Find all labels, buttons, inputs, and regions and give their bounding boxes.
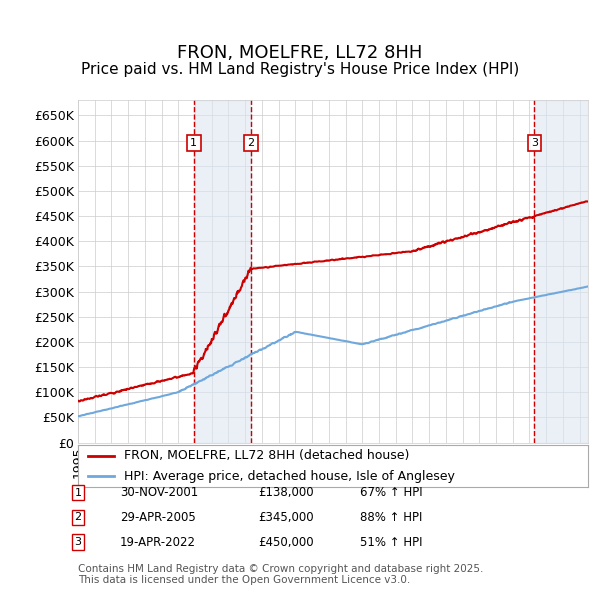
- Text: 30-NOV-2001: 30-NOV-2001: [120, 486, 198, 499]
- Text: £138,000: £138,000: [258, 486, 314, 499]
- Text: 51% ↑ HPI: 51% ↑ HPI: [360, 536, 422, 549]
- Bar: [535, 100, 588, 442]
- Bar: [194, 100, 251, 442]
- Text: FRON, MOELFRE, LL72 8HH: FRON, MOELFRE, LL72 8HH: [178, 44, 422, 62]
- Text: 2: 2: [74, 513, 82, 522]
- Text: £450,000: £450,000: [258, 536, 314, 549]
- Text: 29-APR-2005: 29-APR-2005: [120, 511, 196, 524]
- Text: FRON, MOELFRE, LL72 8HH (detached house): FRON, MOELFRE, LL72 8HH (detached house): [124, 449, 409, 463]
- Text: 1: 1: [74, 488, 82, 497]
- Text: 19-APR-2022: 19-APR-2022: [120, 536, 196, 549]
- Text: 88% ↑ HPI: 88% ↑ HPI: [360, 511, 422, 524]
- Text: Contains HM Land Registry data © Crown copyright and database right 2025.
This d: Contains HM Land Registry data © Crown c…: [78, 563, 484, 585]
- Text: 1: 1: [190, 138, 197, 148]
- Text: £345,000: £345,000: [258, 511, 314, 524]
- Text: 3: 3: [531, 138, 538, 148]
- Text: 3: 3: [74, 537, 82, 547]
- Text: HPI: Average price, detached house, Isle of Anglesey: HPI: Average price, detached house, Isle…: [124, 470, 455, 483]
- Text: 67% ↑ HPI: 67% ↑ HPI: [360, 486, 422, 499]
- Text: Price paid vs. HM Land Registry's House Price Index (HPI): Price paid vs. HM Land Registry's House …: [81, 62, 519, 77]
- Text: 2: 2: [247, 138, 254, 148]
